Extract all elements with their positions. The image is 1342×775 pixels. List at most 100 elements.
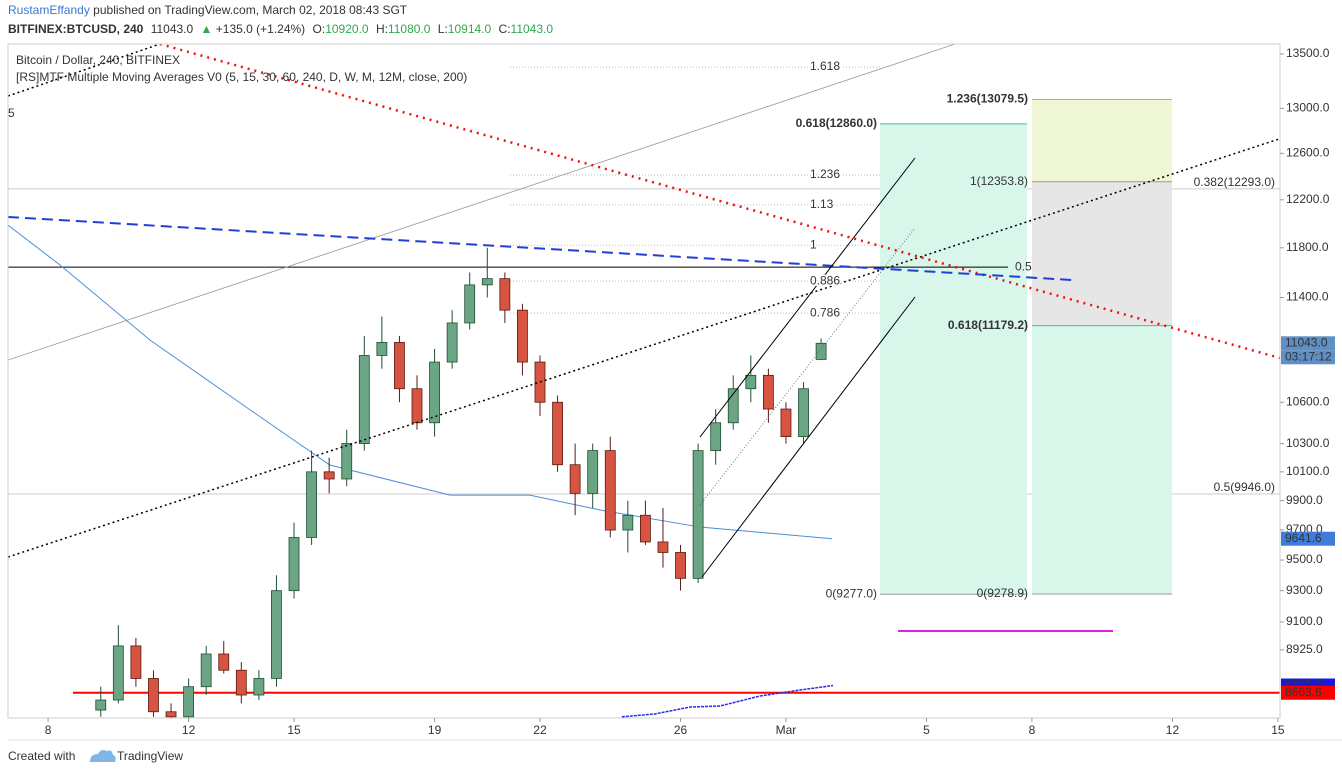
candle-body <box>446 322 458 363</box>
candle-body <box>394 341 405 390</box>
y-tick-label: 8925.0 <box>1286 642 1323 656</box>
fib-label: 0.886 <box>810 273 840 287</box>
ohlc-key: C: <box>499 22 511 36</box>
y-tick-label: 9500.0 <box>1286 552 1323 566</box>
y-tick-label: 10100.0 <box>1286 464 1330 478</box>
y-tick-label: 10300.0 <box>1286 436 1330 450</box>
candle-body <box>165 711 177 718</box>
x-tick-label: 8 <box>1029 723 1036 737</box>
trend-line <box>8 44 956 361</box>
x-tick-label: 8 <box>45 723 52 737</box>
candle-body <box>429 361 440 424</box>
candle-body <box>95 699 107 711</box>
drawings <box>8 44 1280 632</box>
candle-body <box>692 450 704 579</box>
price-label: 8663.6 <box>1285 685 1322 699</box>
candle-body <box>288 537 300 592</box>
countdown-box <box>1281 350 1335 365</box>
fib-zone <box>1032 325 1172 594</box>
candle-body <box>534 361 546 403</box>
x-tick-label: 5 <box>923 723 930 737</box>
symbol: BITFINEX:BTCUSD, 240 <box>8 22 144 36</box>
fib-label: 0(9277.0) <box>826 586 877 600</box>
candle-body <box>780 408 792 438</box>
candle-body <box>815 342 827 360</box>
y-tick-label: 13500.0 <box>1286 46 1330 60</box>
candle-body <box>358 355 370 444</box>
symbol-line: BITFINEX:BTCUSD, 240 11043.0 ▲ +135.0 (+… <box>8 22 553 36</box>
price-label: 9641.6 <box>1285 531 1322 545</box>
level-label: 0.382(12293.0) <box>1194 175 1275 189</box>
candle-body <box>341 443 353 480</box>
fib-zone <box>1032 99 1172 182</box>
x-tick-label: 26 <box>674 723 688 737</box>
up-arrow: ▲ <box>201 22 213 36</box>
x-tick-label: 12 <box>1166 723 1180 737</box>
series-line <box>621 684 834 718</box>
price-label: 11043.0 <box>1285 335 1328 349</box>
y-tick-label: 13000.0 <box>1286 101 1330 115</box>
trend-line <box>8 216 1073 281</box>
candle-body <box>481 278 493 286</box>
candle-body <box>657 541 669 553</box>
trend-line <box>8 137 1280 558</box>
channel-line <box>699 157 916 438</box>
y-tick-label: 11400.0 <box>1286 290 1329 304</box>
ohlc-value: 10920.0 <box>325 22 369 36</box>
countdown: 03:17:12 <box>1285 349 1332 363</box>
candle-body <box>464 284 476 324</box>
ohlc-key: O: <box>313 22 326 36</box>
plot-area <box>8 66 1280 718</box>
candle-body <box>745 374 757 390</box>
candle-body <box>552 401 563 466</box>
ohlc-key: L: <box>438 22 448 36</box>
y-tick-label: 12600.0 <box>1286 146 1330 160</box>
candle-body <box>112 645 124 701</box>
candle-body <box>218 653 230 671</box>
logo <box>90 750 116 762</box>
candle-body <box>271 590 282 679</box>
author: RustamEffandy <box>8 3 90 17</box>
last-price: 11043.0 <box>151 22 194 36</box>
candle-body <box>710 422 722 452</box>
fib-label: 1.236(13079.5) <box>947 92 1028 106</box>
x-tick-label: 22 <box>533 723 547 737</box>
candle-body <box>727 388 739 424</box>
ohlc-value: 11043.0 <box>511 22 554 36</box>
x-tick-label: 12 <box>182 723 196 737</box>
candle-body <box>148 678 159 713</box>
trend-line <box>159 44 1280 360</box>
fib-label: 1 <box>810 237 817 251</box>
fib-label: 0.786 <box>810 305 840 319</box>
footer-text: Created with <box>8 749 75 763</box>
candle-body <box>200 653 212 688</box>
candle-body <box>640 514 651 543</box>
plot-border <box>7 43 1281 719</box>
candle-body <box>376 341 388 356</box>
candle-body <box>762 374 774 410</box>
candle-body <box>622 514 634 531</box>
candle-body <box>235 669 247 696</box>
candle-body <box>253 678 265 696</box>
fib-label: 1.13 <box>810 197 834 211</box>
price-label-box <box>1281 336 1335 351</box>
fib-label: 0.618(12860.0) <box>796 116 877 130</box>
candle-body <box>323 471 335 480</box>
y-tick-label: 9900.0 <box>1286 493 1323 507</box>
candle-body <box>411 388 423 424</box>
y-tick-label: 12200.0 <box>1286 192 1330 206</box>
candle-body <box>604 450 616 531</box>
candle-body <box>130 645 142 679</box>
fib-zone <box>880 123 1027 595</box>
legend-item: [RS]MTF Multiple Moving Averages V0 (5, … <box>16 70 467 84</box>
x-tick-label: 15 <box>287 723 301 737</box>
level-label: 0.5(9946.0) <box>1214 480 1275 494</box>
horizontal-label: 0.5 <box>1015 259 1032 273</box>
candle-body <box>798 388 809 438</box>
published: published on TradingView.com, March 02, … <box>93 3 408 17</box>
candle-body <box>517 309 528 363</box>
ohlc-value: 11080.0 <box>388 22 431 36</box>
y-tick-label: 9300.0 <box>1286 583 1323 597</box>
candle-body <box>569 464 581 494</box>
